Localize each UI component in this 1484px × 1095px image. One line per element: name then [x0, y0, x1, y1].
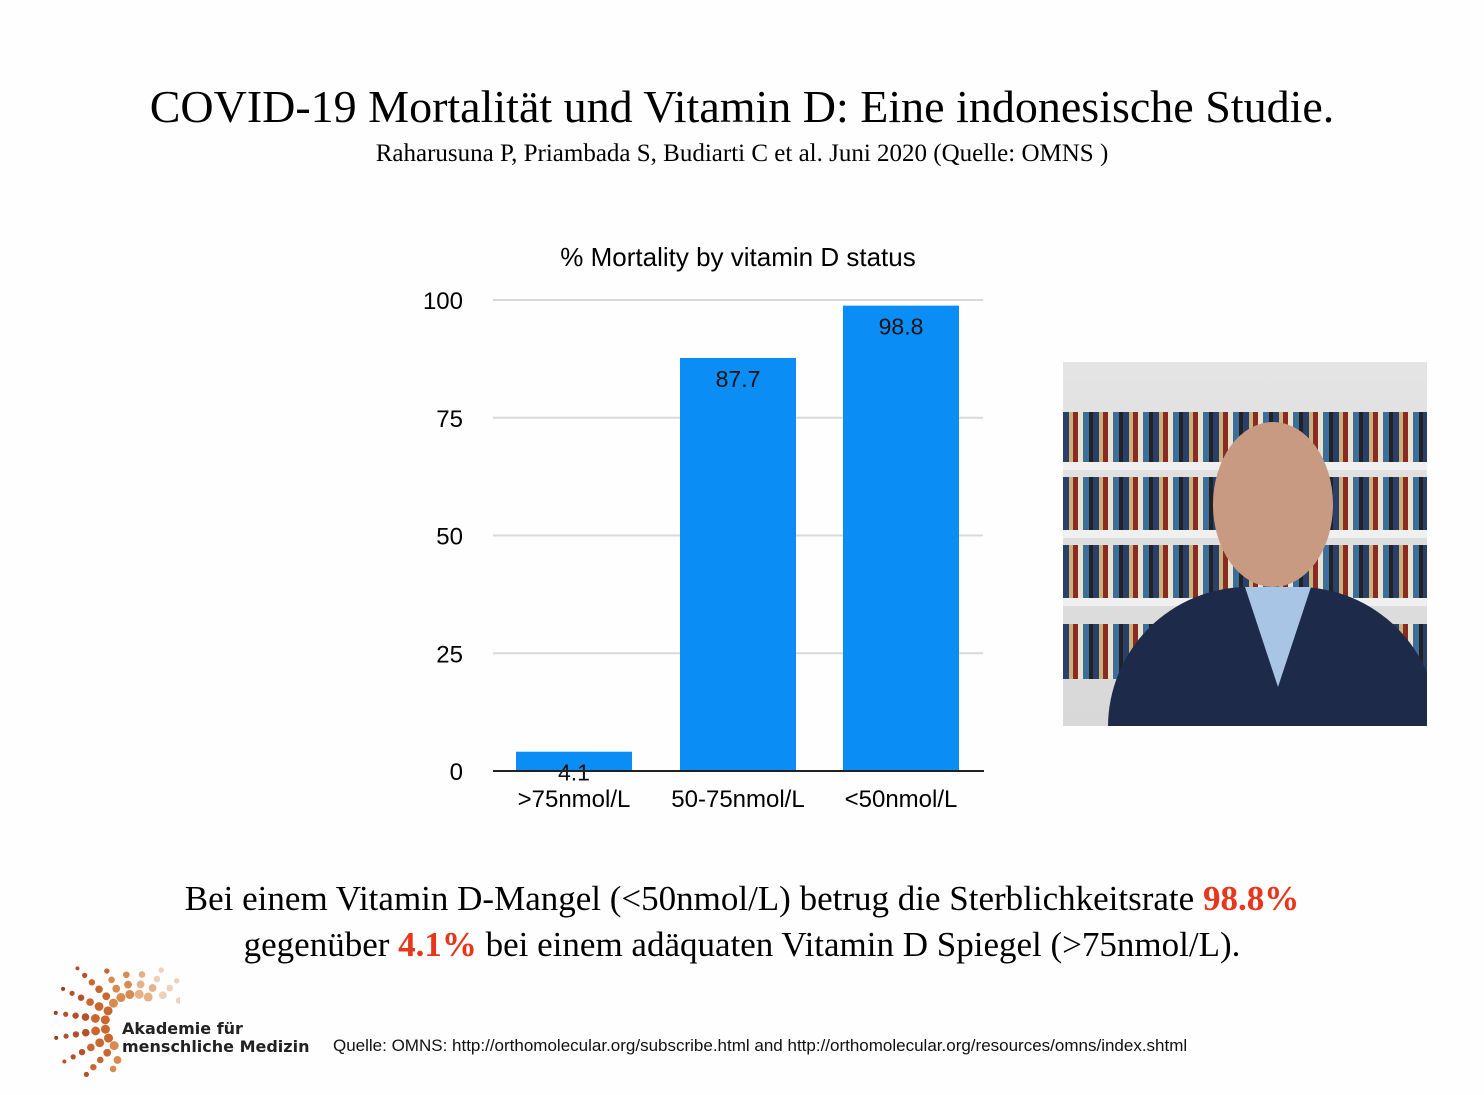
logo-dot: [63, 1033, 69, 1039]
logo-dot: [103, 1006, 113, 1016]
logo-dot: [104, 1033, 114, 1043]
logo-line2: menschliche Medizin: [122, 1037, 310, 1056]
y-tick-label: 0: [450, 759, 463, 786]
logo-dot: [90, 1014, 100, 1023]
logo-dot: [75, 966, 80, 971]
logo-dot: [81, 1013, 90, 1021]
logo-dot: [138, 971, 146, 978]
bar: [680, 357, 796, 771]
chart-title: % Mortality by vitamin D status: [560, 242, 915, 272]
logo-dot: [123, 971, 130, 979]
logo-dot: [91, 1026, 101, 1036]
logo-dot: [158, 991, 167, 1000]
logo-dot: [88, 979, 96, 986]
logo-dot: [116, 993, 126, 1003]
speaker-head: [1213, 422, 1333, 587]
y-tick-label: 25: [436, 641, 463, 668]
logo-dot: [81, 1028, 90, 1037]
logo-dot: [125, 989, 135, 999]
logo-dot: [72, 1031, 80, 1038]
x-tick-label: 50-75nmol/L: [671, 786, 804, 813]
logo-dot: [53, 1010, 58, 1015]
logo-dot: [109, 1065, 117, 1073]
logo-dot: [95, 1038, 105, 1048]
logo-dot: [136, 980, 145, 989]
logo-dot: [153, 975, 161, 983]
logo-dot: [102, 992, 111, 1001]
logo-dot: [134, 989, 144, 999]
x-tick-label: >75nmol/L: [518, 786, 631, 813]
x-tick-label: <50nmol/L: [845, 786, 958, 813]
logo-dot: [148, 984, 157, 992]
logo-dot: [77, 994, 85, 1001]
logo-dot: [62, 1059, 67, 1064]
logo-dot: [54, 1035, 59, 1040]
logo-dot: [87, 1043, 95, 1052]
slide-subtitle: Raharusuna P, Priambada S, Budiarti C et…: [375, 140, 1109, 167]
bar: [516, 751, 632, 771]
logo-dot: [69, 990, 75, 996]
y-tick-label: 100: [423, 288, 463, 315]
logo-line1: Akademie für: [122, 1019, 243, 1038]
summary-highlight-deficient: 98.8%: [1202, 879, 1300, 918]
logo-dot: [100, 1024, 110, 1034]
logo-dot: [96, 1056, 104, 1064]
logo-dot: [108, 998, 118, 1008]
logo-dot: [94, 1002, 104, 1011]
logo-dot: [90, 1063, 97, 1071]
logo-dot: [173, 978, 180, 984]
logo-dot: [158, 967, 165, 973]
bar-data-label: 87.7: [716, 366, 761, 392]
logo-dot: [100, 1015, 110, 1025]
logo-dot: [143, 992, 153, 1002]
logo-dot: [70, 1054, 76, 1060]
source-citation: Quelle: OMNS: http://orthomolecular.org/…: [333, 1036, 1188, 1055]
bar-data-label: 4.1: [558, 760, 590, 786]
slide-title: COVID-19 Mortalität und Vitamin D: Eine …: [149, 81, 1335, 132]
y-tick-label: 75: [436, 406, 463, 433]
logo-dot: [82, 972, 88, 978]
bar-data-label: 98.8: [879, 314, 924, 340]
logo-dots-icon: [53, 966, 180, 1077]
logo-dot: [72, 1012, 79, 1019]
summary-part3: bei einem adäquaten Vitamin D Spiegel (>…: [476, 925, 1241, 964]
bar: [843, 305, 959, 771]
logo-dot: [108, 976, 115, 984]
logo-dot: [95, 985, 103, 994]
logo-dot: [104, 968, 110, 974]
logo-text: Akademie für menschliche Medizin: [122, 1020, 309, 1056]
logo-dot: [78, 1048, 86, 1056]
logo-dot: [112, 984, 121, 993]
logo-dot: [61, 986, 66, 991]
summary-text: Bei einem Vitamin D-Mangel (<50nmol/L) b…: [0, 876, 1484, 968]
bar-chart: % Mortality by vitamin D status 0 25 50 75 1…: [423, 242, 984, 813]
logo-dot: [103, 1048, 112, 1057]
logo-dot: [63, 1011, 69, 1017]
summary-part1: Bei einem Vitamin D-Mangel (<50nmol/L) b…: [184, 879, 1203, 918]
y-tick-label: 50: [436, 524, 463, 551]
summary-part2: gegenüber: [243, 925, 399, 964]
logo-dot: [109, 1041, 119, 1051]
logo-dot: [124, 980, 132, 989]
logo-dot: [86, 998, 94, 1006]
summary-highlight-adequate: 4.1%: [398, 925, 477, 964]
speaker-video-inset: [1063, 362, 1427, 726]
logo-dot: [166, 984, 174, 992]
logo-dot: [83, 1071, 89, 1077]
logo-dot: [175, 997, 180, 1004]
logo-dot: [113, 1056, 122, 1064]
